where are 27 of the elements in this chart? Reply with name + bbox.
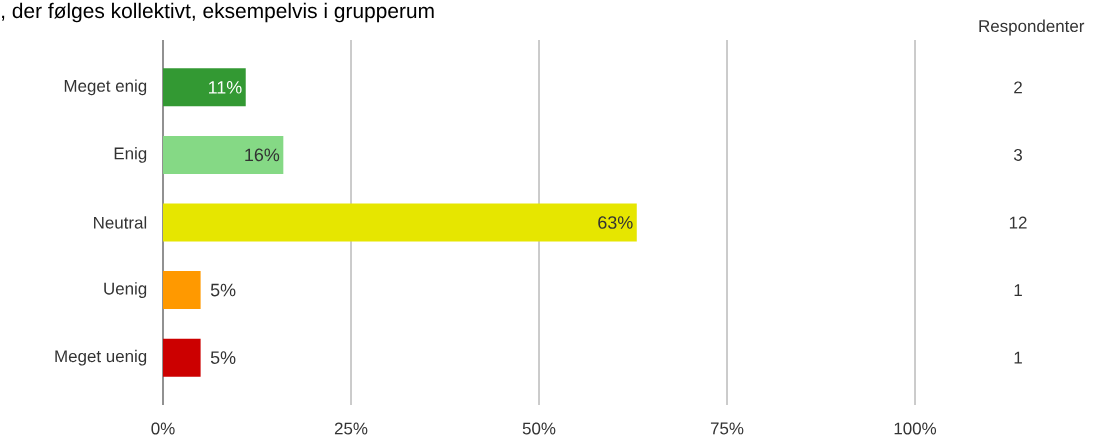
- bar: [163, 271, 201, 310]
- bar: [163, 68, 246, 107]
- x-tick-label: 0%: [151, 422, 175, 435]
- bar: [163, 135, 284, 174]
- text: Respondenter: [979, 19, 1085, 36]
- bar: [163, 338, 201, 377]
- y-tick-label: Uenig: [104, 282, 147, 298]
- text: 1: [1014, 284, 1022, 296]
- y-tick-label: Enig: [114, 147, 147, 163]
- chart-title: , der følges kollektivt, eksempelvis i grupperum: [2, 2, 434, 23]
- x-tick-label: 100%: [894, 422, 937, 435]
- y-tick-label: Meget enig: [64, 79, 147, 96]
- x-tick-label: 50%: [522, 422, 556, 435]
- data-label: 5%: [210, 283, 236, 297]
- text: 12: [1009, 216, 1027, 229]
- bar: [163, 203, 637, 242]
- data-label: 11%: [209, 81, 242, 94]
- y-tick-label: Meget uenig: [55, 349, 147, 366]
- x-tick-label: 25%: [334, 422, 368, 435]
- text: 3: [1013, 148, 1022, 161]
- data-label: 63%: [598, 216, 633, 229]
- y-tick-label: Neutral: [94, 216, 147, 229]
- text: 2: [1014, 81, 1022, 94]
- data-label: 16%: [245, 148, 280, 162]
- x-tick-label: 75%: [710, 422, 744, 435]
- data-label: 5%: [210, 351, 236, 364]
- text: 1: [1014, 351, 1022, 364]
